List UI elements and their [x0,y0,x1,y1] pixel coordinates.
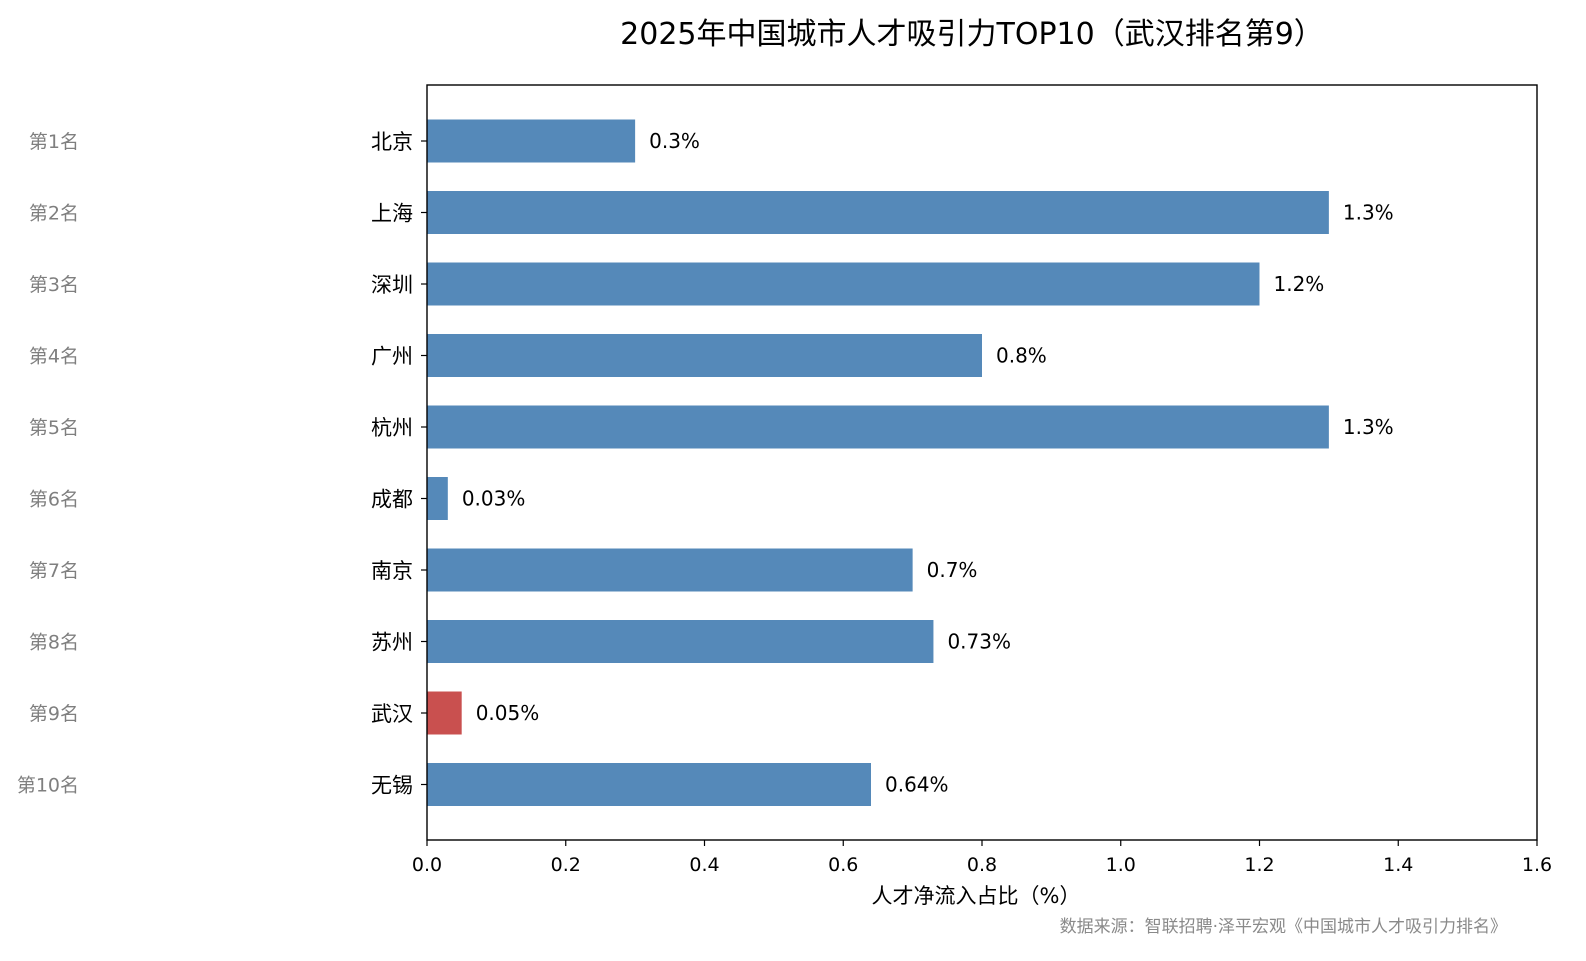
value-label-3: 1.2% [1274,272,1325,296]
bar-2 [427,191,1329,234]
x-tick-label-2: 0.2 [551,854,581,876]
x-tick-label-5: 0.8 [967,854,997,876]
bars-group [427,119,1329,806]
rank-label-5: 第5名 [29,417,79,439]
rank-label-6: 第6名 [29,489,79,511]
rank-label-3: 第3名 [29,274,79,296]
x-tick-label-3: 0.4 [689,854,719,876]
category-label-9: 武汉 [371,702,413,726]
x-tick-label-8: 1.4 [1383,854,1413,876]
category-label-5: 杭州 [371,416,413,440]
rank-label-1: 第1名 [29,131,79,153]
value-label-7: 0.7% [927,558,978,582]
source-note: 数据来源：智联招聘·泽平宏观《中国城市人才吸引力排名》 [1060,917,1507,937]
x-tick-label-4: 0.6 [828,854,858,876]
bar-4 [427,334,982,377]
bar-6 [427,477,448,520]
bar-5 [427,405,1329,449]
category-label-8: 苏州 [371,631,413,655]
x-tick-label-6: 1.0 [1106,854,1136,876]
value-label-9: 0.05% [476,701,540,725]
category-label-3: 深圳 [371,273,413,297]
value-labels-group: 0.3% 1.3% 1.2% 0.8% 1.3% 0.03% 0.7% 0.73% 0.05% 0… [462,129,1394,797]
rank-label-4: 第4名 [29,346,79,368]
x-tick-label-1: 0.0 [412,854,442,876]
bar-8 [427,620,934,663]
x-axis-label: 人才净流入占比（%） [872,884,1081,908]
category-label-7: 南京 [371,559,413,583]
bar-3 [427,262,1260,306]
rank-label-8: 第8名 [29,632,79,654]
value-label-1: 0.3% [649,129,700,153]
value-label-8: 0.73% [947,630,1011,654]
category-label-6: 成都 [371,488,413,512]
chart-title: 2025年中国城市人才吸引力TOP10（武汉排名第9） [620,17,1324,52]
value-label-5: 1.3% [1343,415,1394,439]
value-label-2: 1.3% [1343,201,1394,225]
plot-frame [426,84,1538,841]
category-label-2: 上海 [371,202,413,226]
x-tick-label-9: 1.6 [1522,854,1552,876]
category-label-4: 广州 [371,345,413,369]
x-axis-ticks-group: 0.0 0.2 0.4 0.6 0.8 1.0 1.2 1.4 1.6 [412,840,1552,876]
bar-9 [427,691,462,735]
category-label-1: 北京 [371,130,413,154]
value-label-6: 0.03% [462,487,526,511]
rank-label-7: 第7名 [29,560,79,582]
value-label-4: 0.8% [996,344,1047,368]
category-label-10: 无锡 [371,774,413,798]
bar-10 [427,763,871,806]
value-label-10: 0.64% [885,773,949,797]
bar-1 [427,119,636,163]
x-tick-label-7: 1.2 [1244,854,1274,876]
rank-label-9: 第9名 [29,703,79,725]
rank-label-2: 第2名 [29,203,79,225]
bar-7 [427,548,913,592]
rank-label-10: 第10名 [17,775,79,797]
